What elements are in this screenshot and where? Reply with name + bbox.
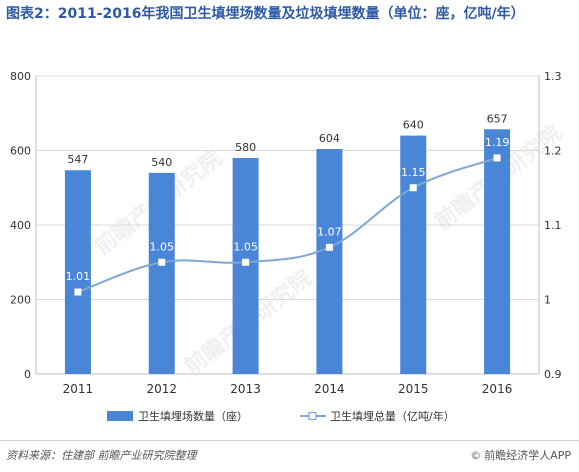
y-right-tick-label: 1.2 (544, 145, 562, 158)
y-left-tick-label: 200 (10, 294, 31, 307)
bar (232, 157, 259, 374)
legend-line-label: 卫生填埋总量（亿吨/年） (330, 409, 455, 423)
footer-divider (0, 440, 579, 441)
y-right-tick-label: 1.1 (544, 219, 562, 232)
x-tick-label: 2013 (230, 382, 261, 396)
bar (148, 172, 175, 374)
line-point-marker (74, 288, 82, 296)
brand-text: 前瞻经济学人APP (484, 449, 571, 462)
line-point-marker (409, 184, 417, 192)
bar (400, 135, 427, 374)
line-point-marker (242, 258, 250, 266)
y-left-tick-label: 600 (10, 145, 31, 158)
line-data-label: 1.01 (66, 270, 91, 283)
line-series-path (77, 157, 498, 293)
bar-data-label: 604 (319, 132, 340, 145)
copyright-icon: © (470, 449, 482, 462)
bar-data-label: 540 (151, 156, 172, 169)
line-data-label: 1.15 (401, 166, 426, 179)
bar (64, 170, 91, 374)
legend-bar-label: 卫生填埋场数量（座） (138, 409, 248, 423)
x-tick-label: 2011 (63, 382, 94, 396)
line-point-marker (325, 243, 333, 251)
bar (484, 129, 511, 374)
bar-data-label: 640 (403, 119, 424, 132)
x-tick-label: 2012 (146, 382, 177, 396)
line-point-marker (158, 258, 166, 266)
legend-line-marker (308, 411, 317, 421)
bar (316, 149, 343, 374)
y-left-tick-label: 400 (10, 219, 31, 232)
legend-bar-swatch (107, 411, 133, 421)
y-left-tick-label: 0 (24, 368, 31, 381)
bar-data-label: 657 (487, 112, 508, 125)
x-tick-label: 2016 (482, 382, 513, 396)
line-point-marker (493, 154, 501, 162)
line-data-label: 1.07 (317, 225, 342, 238)
x-tick-label: 2015 (398, 382, 429, 396)
y-right-tick-label: 0.9 (544, 368, 562, 381)
y-right-tick-label: 1 (544, 294, 551, 307)
y-left-tick-label: 800 (10, 70, 31, 83)
line-data-label: 1.05 (233, 240, 258, 253)
bar-data-label: 547 (67, 153, 88, 166)
x-tick-label: 2014 (314, 382, 345, 396)
bar-data-label: 580 (235, 141, 256, 154)
line-data-label: 1.19 (485, 136, 510, 149)
line-data-label: 1.05 (150, 240, 175, 253)
source-note: 资料来源：住建部 前瞻产业研究院整理 (6, 449, 197, 462)
y-right-tick-label: 1.3 (544, 70, 562, 83)
chart-title: 图表2：2011-2016年我国卫生填埋场数量及垃圾填埋数量（单位：座，亿吨/年… (6, 6, 525, 22)
brand-label: © 前瞻经济学人APP (470, 447, 571, 463)
